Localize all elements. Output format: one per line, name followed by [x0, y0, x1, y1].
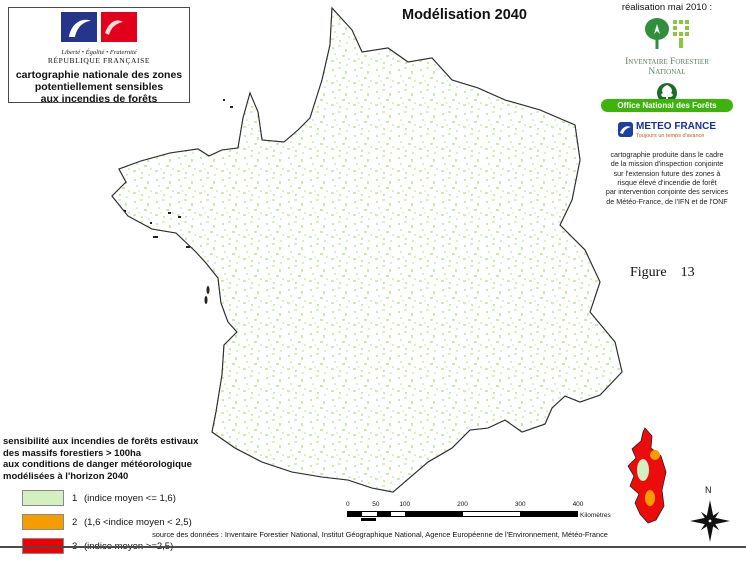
scale-bar: 0 50 100 200 300 400 Kilomètres	[346, 501, 611, 521]
meteo-france-icon	[618, 121, 633, 137]
corsica-island	[627, 427, 667, 524]
credits-panel: réalisation mai 2010 : Inventaire Forest…	[589, 2, 745, 206]
onf-banner-label: Office National des Forêts	[601, 98, 733, 112]
compass-rose-icon	[690, 500, 730, 542]
meteo-france-tagline: Toujours un temps d'avance	[636, 132, 705, 139]
republic-name: RÉPUBLIQUE FRANÇAISE	[47, 56, 151, 65]
scale-bar-segments	[347, 511, 578, 517]
french-republic-flag-icon	[61, 12, 137, 42]
scale-bar-subdivision	[361, 518, 376, 521]
republic-motto: Liberté • Égalité • Fraternité	[61, 49, 137, 56]
meteo-france-name: METEO FRANCE	[636, 120, 716, 132]
onf-logo: Office National des Forêts	[589, 82, 745, 116]
map-title: Modélisation 2040	[402, 7, 527, 23]
legend-item-class2: 2 (1,6 <indice moyen < 2,5)	[3, 514, 235, 531]
legend-item-class1: 1 (indice moyen <= 1,6)	[3, 490, 235, 507]
figure-caption: Figure 13	[630, 265, 695, 280]
realisation-date: réalisation mai 2010 :	[621, 2, 713, 13]
legend-title: sensibilité aux incendies de forêts esti…	[3, 436, 199, 483]
bottom-divider	[0, 546, 746, 548]
agency-title-box: Liberté • Égalité • Fraternité RÉPUBLIQU…	[8, 7, 190, 106]
map-subject-title: cartographie nationale des zones potenti…	[15, 69, 183, 106]
meteo-france-logo: METEO FRANCE Toujours un temps d'avance	[589, 120, 745, 139]
cartography-note: cartographie produite dans le cadre de l…	[605, 149, 729, 206]
ifn-logo: Inventaire Forestier National	[589, 16, 745, 78]
ifn-tree-icon	[645, 18, 689, 49]
onf-tree-icon	[657, 82, 677, 103]
scale-unit-label: Kilomètres	[580, 512, 611, 519]
class1-color-swatch	[22, 490, 64, 507]
compass-north-label: N	[705, 485, 712, 495]
ifn-name: Inventaire Forestier National	[625, 57, 709, 78]
data-source-credit: source des données : Inventaire Forestie…	[152, 530, 608, 539]
class2-color-swatch	[22, 514, 64, 531]
coastal-islands	[124, 99, 233, 304]
